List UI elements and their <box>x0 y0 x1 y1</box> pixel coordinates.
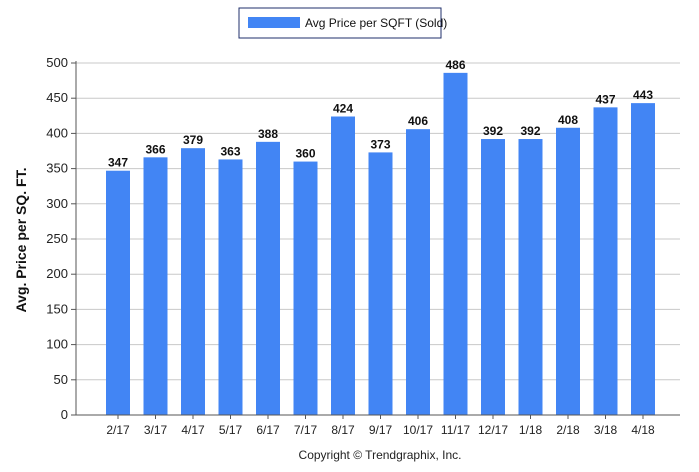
bar <box>218 159 243 415</box>
y-tick-label: 400 <box>46 125 68 140</box>
x-tick-label: 4/18 <box>631 423 655 437</box>
x-tick-label: 8/17 <box>331 423 355 437</box>
x-tick-label: 7/17 <box>294 423 318 437</box>
x-tick-label: 12/17 <box>478 423 508 437</box>
bar <box>331 116 355 415</box>
bar <box>443 72 468 415</box>
bar-value-label: 347 <box>108 156 128 170</box>
x-tick-labels: 2/17 3/17 4/17 5/17 6/17 7/17 8/17 9/17 10/17 11/… <box>106 415 655 437</box>
bar-value-label: 392 <box>483 124 503 138</box>
x-tick-label: 3/17 <box>144 423 168 437</box>
bar <box>256 141 280 415</box>
bar-value-label: 486 <box>445 58 465 72</box>
x-tick-label: 10/17 <box>403 423 433 437</box>
bar-value-label: 388 <box>258 127 278 141</box>
bars <box>106 72 655 416</box>
bar <box>143 157 168 415</box>
legend-label: Avg Price per SQFT (Sold) <box>305 16 447 30</box>
y-tick-label: 500 <box>46 55 68 70</box>
y-tick-label: 50 <box>54 372 68 387</box>
bar <box>181 148 205 415</box>
x-tick-label: 5/17 <box>219 423 243 437</box>
bar-value-label: 424 <box>333 102 353 116</box>
bar <box>556 127 580 415</box>
x-tick-label: 9/17 <box>369 423 393 437</box>
y-tick-labels: 0 50 100 150 200 250 300 350 400 450 500 <box>46 55 76 422</box>
y-tick-label: 150 <box>46 301 68 316</box>
bar <box>518 139 543 416</box>
x-tick-label: 2/17 <box>106 423 130 437</box>
y-tick-label: 450 <box>46 90 68 105</box>
x-tick-label: 11/17 <box>441 423 470 437</box>
x-tick-label: 2/18 <box>556 423 580 437</box>
x-tick-label: 1/18 <box>519 423 543 437</box>
y-tick-label: 350 <box>46 161 68 176</box>
x-tick-label: 4/17 <box>181 423 205 437</box>
y-axis-label: Avg. Price per SQ. FT. <box>13 168 29 313</box>
y-tick-label: 250 <box>46 231 68 246</box>
bar-value-label: 363 <box>220 144 240 158</box>
y-tick-label: 0 <box>61 407 68 422</box>
bar-value-label: 443 <box>633 88 653 102</box>
y-tick-label: 100 <box>46 337 68 352</box>
value-labels: 347 366 379 363 388 360 424 373 406 486 392 392 408 4… <box>108 58 653 170</box>
bar <box>368 152 393 415</box>
x-tick-label: 3/18 <box>594 423 618 437</box>
bar-value-label: 437 <box>595 92 615 106</box>
bar-value-label: 392 <box>520 124 540 138</box>
bar-value-label: 406 <box>408 114 428 128</box>
y-tick-label: 300 <box>46 196 68 211</box>
bar-value-label: 408 <box>558 113 578 127</box>
legend-swatch <box>248 17 300 28</box>
y-tick-label: 200 <box>46 266 68 281</box>
copyright-credit: Copyright © Trendgraphix, Inc. <box>299 448 462 462</box>
bar <box>481 139 505 416</box>
bar-value-label: 366 <box>145 142 165 156</box>
bar <box>406 129 430 415</box>
bar <box>593 107 618 416</box>
legend: Avg Price per SQFT (Sold) <box>238 7 447 39</box>
x-tick-label: 6/17 <box>256 423 280 437</box>
bar-value-label: 379 <box>183 133 203 147</box>
bar <box>293 161 318 415</box>
bar <box>631 103 655 416</box>
bar-value-label: 360 <box>295 147 315 161</box>
bar-value-label: 373 <box>370 137 390 151</box>
bar <box>106 170 130 415</box>
